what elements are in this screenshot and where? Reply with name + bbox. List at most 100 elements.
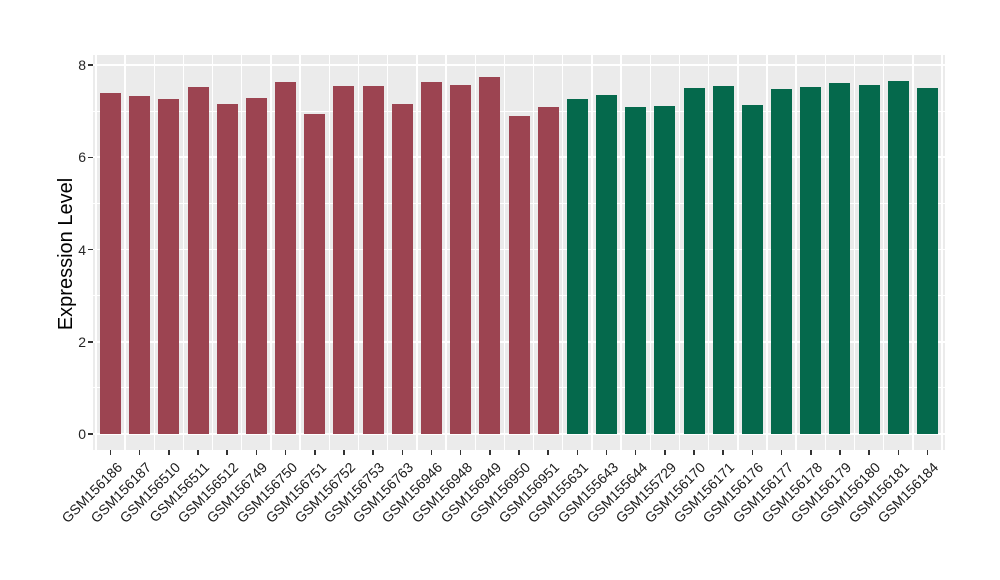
x-tick-mark <box>605 450 608 455</box>
bar-GSM156948 <box>450 84 472 434</box>
x-tick-mark <box>926 450 929 455</box>
x-tick-mark <box>284 450 287 455</box>
bar-GSM156949 <box>479 76 501 434</box>
x-tick-mark <box>197 450 199 455</box>
bar-GSM155644 <box>625 106 647 434</box>
x-tick-mark <box>810 450 812 455</box>
bar-GSM156946 <box>420 81 442 434</box>
gridline-vertical <box>445 55 447 450</box>
bar-GSM155729 <box>654 105 676 434</box>
x-tick-mark <box>576 450 579 455</box>
bar-GSM156177 <box>771 88 793 434</box>
bar-GSM156181 <box>887 80 909 434</box>
bar-GSM156176 <box>741 104 763 434</box>
gridline-vertical <box>357 55 360 450</box>
x-tick-mark <box>401 450 404 455</box>
x-tick-mark <box>255 450 258 455</box>
gridline-vertical <box>95 55 97 450</box>
gridline-vertical <box>503 55 506 450</box>
gridline-vertical <box>182 55 185 450</box>
x-tick-mark <box>664 450 666 455</box>
gridline-vertical <box>474 55 476 450</box>
gridline-vertical <box>386 55 389 450</box>
x-tick-mark <box>547 450 549 455</box>
bar-GSM156178 <box>800 86 822 434</box>
gridline-major-horizontal <box>93 433 945 435</box>
gridline-vertical <box>532 55 535 450</box>
gridline-vertical <box>941 55 943 450</box>
x-tick-mark <box>372 450 374 455</box>
gridline-minor-horizontal <box>93 110 945 112</box>
bar-GSM156512 <box>216 104 238 434</box>
y-tick-label: 4 <box>78 241 86 258</box>
gridline-vertical <box>620 55 622 450</box>
y-tick-label: 2 <box>78 333 86 350</box>
gridline-vertical <box>678 55 681 450</box>
bar-GSM156187 <box>129 96 151 434</box>
gridline-vertical <box>270 55 272 450</box>
gridline-vertical <box>853 55 856 450</box>
y-tick-label: 6 <box>78 149 86 166</box>
gridline-vertical <box>153 55 155 450</box>
gridline-vertical <box>562 55 564 450</box>
gridline-vertical <box>241 55 243 450</box>
bar-GSM156184 <box>916 88 938 434</box>
gridline-vertical <box>416 55 418 450</box>
bar-GSM156749 <box>245 98 267 434</box>
gridline-vertical <box>328 55 331 450</box>
bar-GSM156171 <box>712 85 734 434</box>
bar-GSM156179 <box>829 82 851 434</box>
bar-GSM156753 <box>362 85 384 434</box>
x-tick-mark <box>839 450 841 455</box>
bar-GSM156186 <box>100 92 121 434</box>
bar-GSM156951 <box>537 106 559 434</box>
x-tick-mark <box>459 450 462 455</box>
x-tick-mark <box>168 450 170 455</box>
x-tick-mark <box>518 450 520 455</box>
x-tick-mark <box>226 450 228 455</box>
x-tick-mark <box>868 450 870 455</box>
bar-GSM156763 <box>391 104 413 434</box>
gridline-vertical <box>591 55 593 450</box>
bar-GSM156950 <box>508 116 530 434</box>
bar-GSM156511 <box>187 87 209 434</box>
y-tick-mark <box>88 156 93 158</box>
gridline-vertical <box>299 55 301 450</box>
y-tick-mark <box>88 64 93 66</box>
x-tick-mark <box>693 450 695 455</box>
gridline-vertical <box>737 55 739 450</box>
y-tick-label: 0 <box>78 426 86 442</box>
x-tick-mark <box>314 450 316 455</box>
y-tick-mark <box>88 341 93 343</box>
gridline-vertical <box>766 55 768 450</box>
x-tick-mark <box>343 450 345 455</box>
gridline-major-horizontal <box>93 64 945 66</box>
bar-GSM156170 <box>683 88 705 434</box>
x-tick-mark <box>722 450 724 455</box>
y-tick-label: 8 <box>78 57 86 73</box>
x-tick-mark <box>780 450 783 455</box>
x-tick-mark <box>897 450 900 455</box>
bar-GSM155643 <box>596 95 618 434</box>
x-tick-mark <box>138 450 141 455</box>
x-tick-mark <box>634 450 637 455</box>
gridline-vertical <box>649 55 651 450</box>
plot-panel <box>93 55 945 450</box>
x-tick-mark <box>751 450 754 455</box>
y-tick-mark <box>88 248 93 251</box>
gridline-vertical <box>707 55 710 450</box>
gridline-vertical <box>211 55 214 450</box>
bar-GSM156750 <box>275 82 297 434</box>
gridline-vertical <box>124 55 126 450</box>
x-tick-mark <box>430 450 433 455</box>
bar-GSM156510 <box>158 99 180 434</box>
x-tick-mark <box>109 450 112 455</box>
gridline-vertical <box>883 55 885 450</box>
bar-GSM156752 <box>333 85 355 434</box>
x-tick-mark <box>489 450 491 455</box>
gridline-vertical <box>912 55 914 450</box>
bar-GSM156751 <box>304 114 326 434</box>
gridline-vertical <box>795 55 797 450</box>
gridline-vertical <box>824 55 827 450</box>
